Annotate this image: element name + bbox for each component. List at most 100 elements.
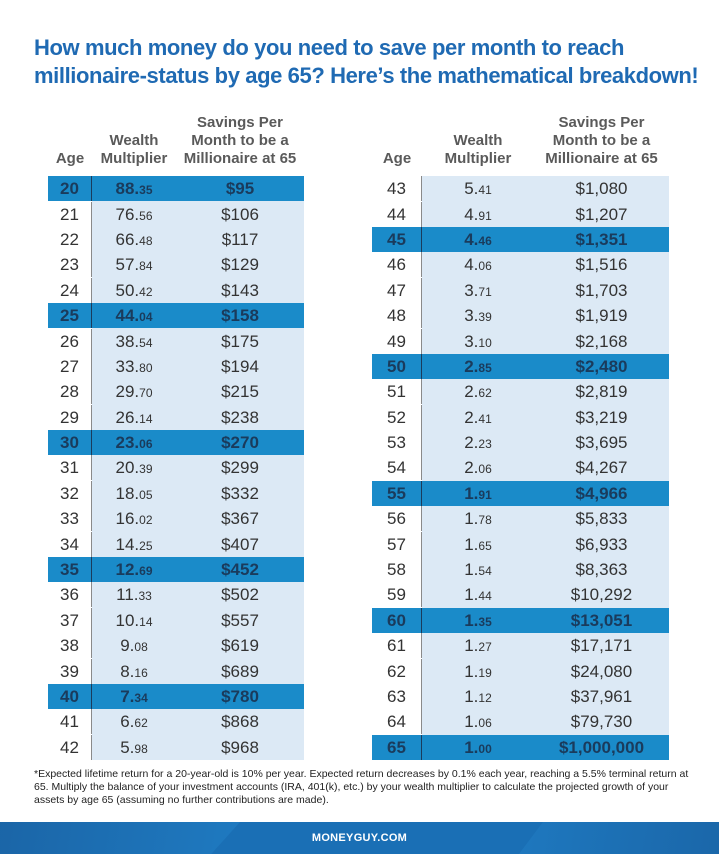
table-row: 28 29.70 $215	[48, 379, 304, 405]
right-table: Age Wealth Multiplier Savings Per Month to…	[372, 112, 669, 760]
multiplier-cell: 6.62	[92, 709, 176, 734]
age-cell: 55	[372, 480, 422, 506]
multiplier-integer: 5.	[120, 737, 135, 757]
savings-cell: $194	[221, 356, 259, 376]
multiplier-cell: 2.62	[422, 379, 534, 404]
multiplier-integer: 76.	[115, 204, 140, 224]
multiplier-decimal: 08	[134, 640, 148, 655]
savings-cell: $3,695	[575, 433, 628, 453]
multiplier-decimal: 14	[139, 411, 153, 426]
table-row: 58 1.54 $8,363	[372, 557, 669, 583]
multiplier-cell: 1.00	[422, 735, 534, 760]
multiplier-decimal: 91	[478, 208, 492, 223]
savings-cell: $106	[221, 204, 259, 224]
multiplier-cell: 9.08	[92, 633, 176, 658]
multiplier-cell: 1.91	[422, 481, 534, 506]
table-row: 35 12.69 $452	[48, 556, 304, 583]
multiplier-decimal: 25	[139, 538, 153, 553]
multiplier-decimal: 48	[139, 233, 153, 248]
multiplier-decimal: 65	[478, 538, 492, 553]
table-row: 51 2.62 $2,819	[372, 379, 669, 405]
savings-cell: $2,819	[575, 382, 628, 402]
multiplier-decimal: 70	[139, 386, 153, 401]
table-row: 46 4.06 $1,516	[372, 252, 669, 278]
footer-brand[interactable]: MONEYGUY.COM	[311, 832, 408, 844]
age-cell: 33	[48, 506, 92, 532]
savings-cell: $3,219	[575, 407, 628, 427]
multiplier-integer: 57.	[115, 255, 140, 275]
multiplier-decimal: 80	[139, 360, 153, 375]
savings-cell: $2,480	[575, 356, 628, 376]
savings-cell: $619	[221, 636, 259, 656]
multiplier-decimal: 16	[134, 665, 148, 680]
multiplier-integer: 9.	[120, 636, 135, 656]
multiplier-decimal: 42	[139, 284, 153, 299]
multiplier-integer: 18.	[115, 483, 140, 503]
age-cell: 27	[48, 353, 92, 379]
savings-cell: $8,363	[575, 560, 628, 580]
table-row: 38 9.08 $619	[48, 633, 304, 659]
multiplier-decimal: 69	[139, 564, 153, 579]
left-table-body: 20 88.35 $95 21 76.56 $106 22 66.48 $117 23 57.84 $…	[48, 176, 304, 760]
age-cell: 45	[372, 226, 422, 252]
multiplier-decimal: 62	[478, 386, 492, 401]
table-row: 59 1.44 $10,292	[372, 582, 669, 608]
column-shade	[422, 176, 669, 760]
age-cell: 60	[372, 607, 422, 633]
age-cell: 62	[372, 658, 422, 684]
multiplier-cell: 33.80	[92, 354, 176, 379]
multiplier-cell: 14.25	[92, 532, 176, 557]
multiplier-decimal: 35	[139, 183, 153, 198]
multiplier-decimal: 85	[478, 360, 492, 375]
multiplier-cell: 8.16	[92, 659, 176, 684]
multiplier-decimal: 12	[478, 691, 492, 705]
table-row: 40 7.34 $780	[48, 683, 304, 710]
age-cell: 26	[48, 328, 92, 354]
table-row: 55 1.91 $4,966	[372, 480, 669, 507]
age-cell: 63	[372, 684, 422, 709]
multiplier-cell: 1.35	[422, 608, 534, 633]
savings-cell: $1,351	[575, 229, 628, 249]
multiplier-cell: 10.14	[92, 608, 176, 633]
multiplier-integer: 3.	[464, 306, 479, 326]
footer-decoration	[519, 822, 719, 854]
age-cell: 29	[48, 404, 92, 430]
table-row: 41 6.62 $868	[48, 709, 304, 735]
column-shade	[92, 176, 304, 760]
table-row: 34 14.25 $407	[48, 531, 304, 557]
multiplier-cell: 88.35	[92, 176, 176, 201]
age-cell: 61	[372, 633, 422, 659]
page-title: How much money do you need to save per m…	[34, 35, 699, 88]
age-cell: 30	[48, 430, 92, 456]
multiplier-decimal: 23	[478, 437, 492, 452]
multiplier-cell: 1.12	[422, 684, 534, 709]
multiplier-decimal: 35	[478, 614, 492, 629]
savings-cell: $270	[221, 433, 259, 453]
table-row: 20 88.35 $95	[48, 176, 304, 202]
multiplier-cell: 2.06	[422, 455, 534, 480]
multiplier-integer: 23.	[115, 433, 140, 453]
multiplier-cell: 7.34	[92, 684, 176, 709]
multiplier-integer: 8.	[120, 661, 135, 681]
multiplier-integer: 2.	[464, 356, 479, 376]
multiplier-integer: 1.	[464, 585, 479, 605]
age-cell: 42	[48, 734, 92, 760]
savings-cell: $13,051	[570, 610, 633, 630]
multiplier-integer: 50.	[115, 280, 140, 300]
multiplier-cell: 1.44	[422, 582, 534, 607]
multiplier-cell: 1.65	[422, 532, 534, 557]
savings-cell: $1,516	[575, 255, 628, 275]
age-cell: 39	[48, 658, 92, 684]
savings-cell: $780	[221, 687, 259, 706]
multiplier-decimal: 41	[478, 183, 492, 198]
multiplier-integer: 29.	[115, 382, 140, 402]
table-row: 23 57.84 $129	[48, 252, 304, 278]
table-row: 36 11.33 $502	[48, 582, 304, 608]
savings-cell: $117	[221, 229, 259, 249]
multiplier-decimal: 39	[139, 462, 153, 477]
footer-decoration	[0, 822, 240, 854]
age-cell: 65	[372, 734, 422, 760]
age-cell: 32	[48, 480, 92, 506]
age-cell: 48	[372, 303, 422, 329]
age-cell: 52	[372, 404, 422, 430]
